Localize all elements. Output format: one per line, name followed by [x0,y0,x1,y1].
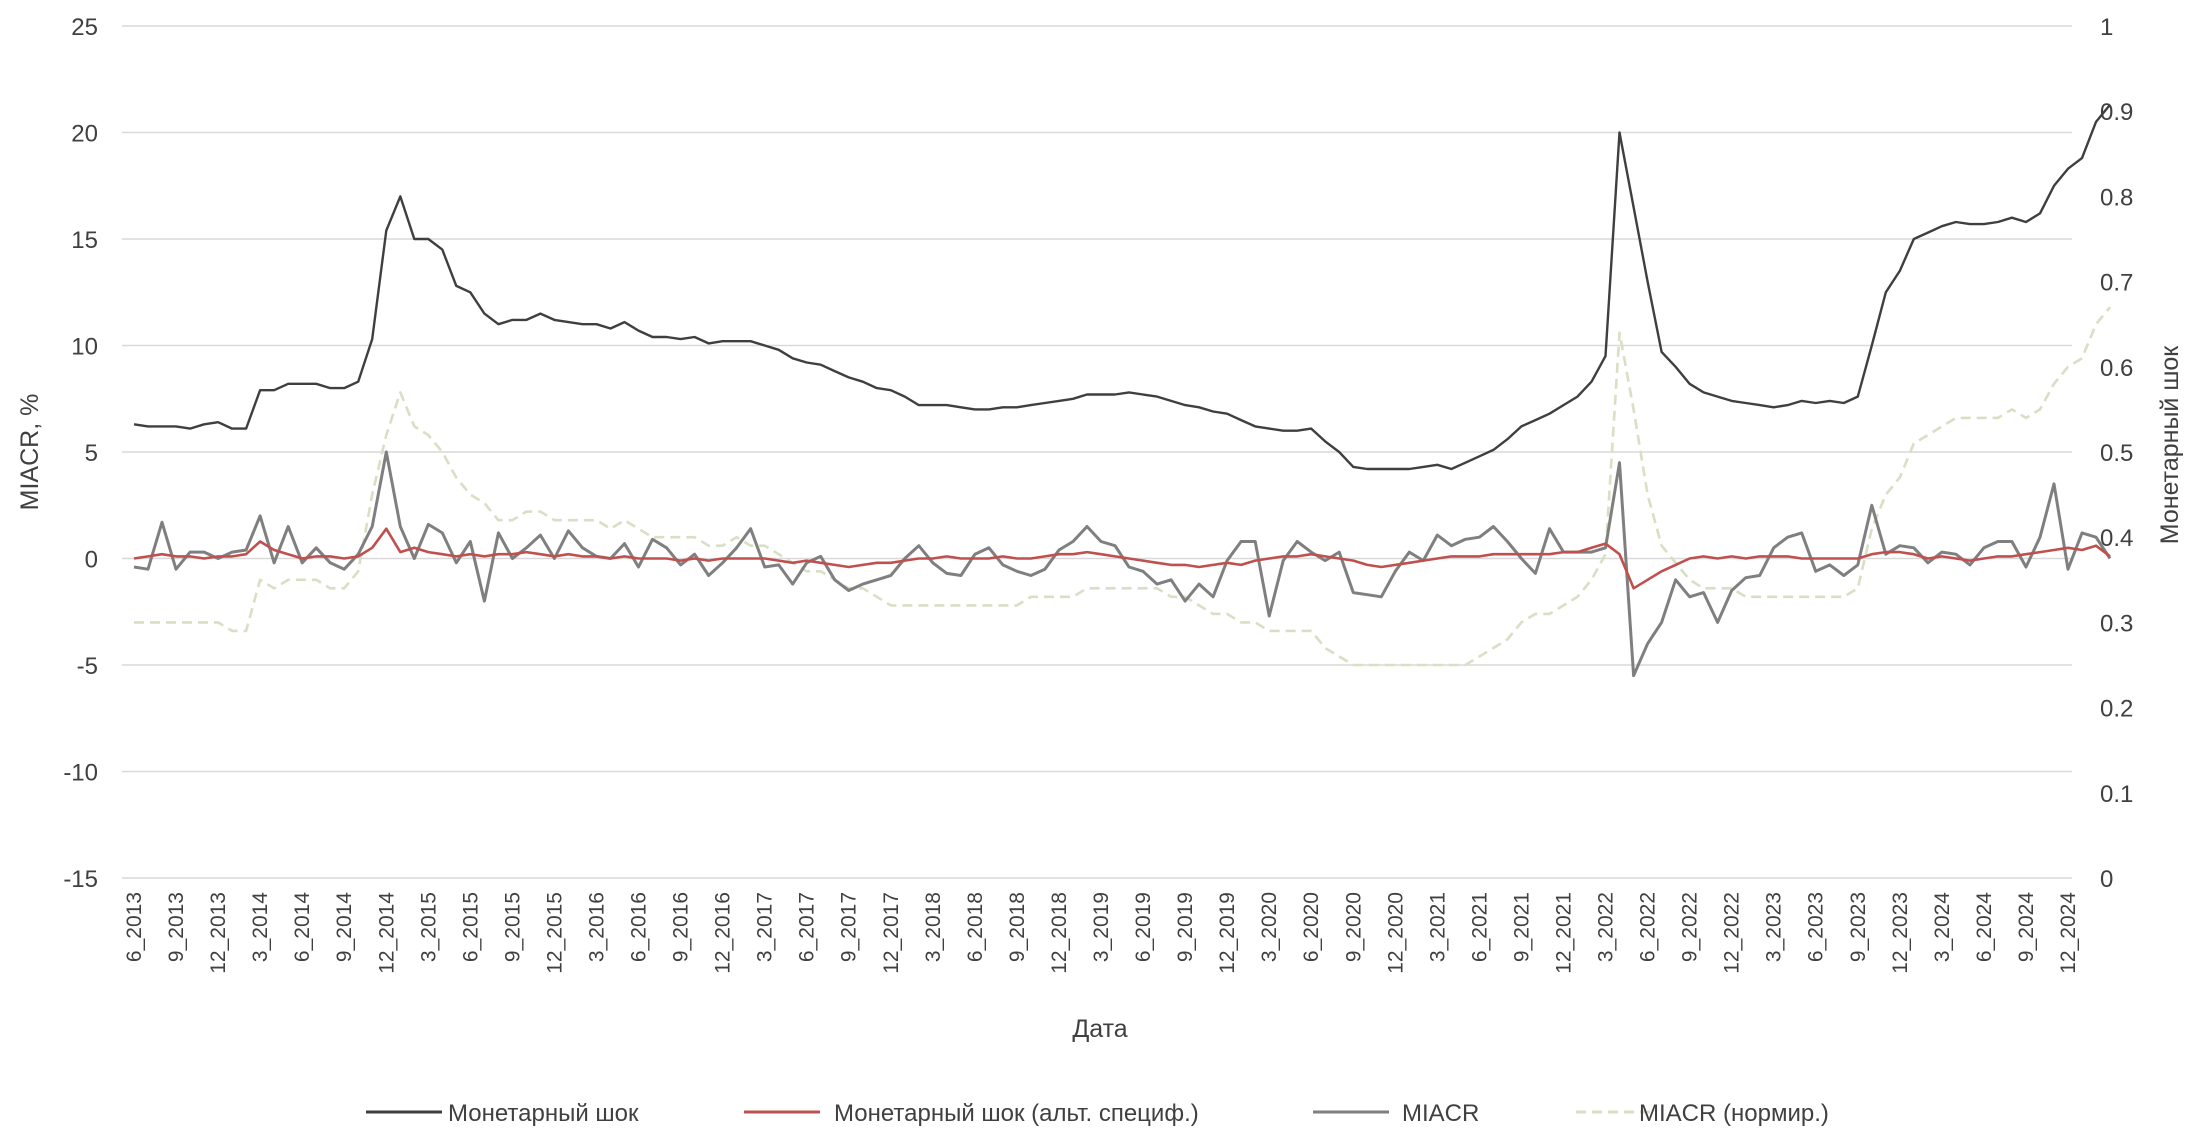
x-tick-label: 12_2023 [1889,892,1912,974]
x-tick-label: 9_2018 [1006,892,1029,962]
x-tick-label: 6_2024 [1973,892,1996,962]
x-tick-label: 6_2017 [796,892,819,962]
x-tick-label: 3_2020 [1258,892,1281,962]
x-tick-label: 3_2021 [1426,892,1449,962]
y-tick-label: -15 [63,866,98,893]
x-tick-label: 12_2024 [2057,892,2080,974]
x-tick-label: 9_2014 [333,892,356,962]
y2-tick-label: 0.2 [2100,696,2133,723]
series-line [133,450,2112,678]
y2-axis-title: Монетарный шок [2156,345,2184,545]
x-tick-label: 9_2019 [1174,892,1197,962]
x-tick-label: 9_2024 [2015,892,2038,962]
y2-tick-label: 0.3 [2100,610,2133,637]
y-tick-label: -10 [63,760,98,787]
x-tick-label: 9_2016 [670,892,693,962]
legend-label: Монетарный шок [448,1100,639,1127]
x-tick-label: 6_2014 [291,892,314,962]
y-tick-label: 10 [71,334,98,361]
x-tick-label: 9_2022 [1679,892,1702,962]
x-tick-label: 12_2020 [1384,892,1407,974]
series-line [133,104,2111,471]
x-tick-label: 3_2024 [1931,892,1954,962]
series-line [133,527,2111,590]
x-tick-label: 12_2016 [712,892,735,974]
x-tick-label: 6_2022 [1637,892,1660,962]
legend-label: Монетарный шок (альт. специф.) [834,1100,1199,1127]
x-tick-label: 6_2013 [123,892,146,962]
right-axis-ticks: 1 0.9 0.8 0.7 0.6 0.5 0.4 0.3 0.2 0.1 0 [2100,14,2133,893]
x-tick-label: 6_2021 [1468,892,1491,962]
series-lines [133,104,2112,678]
y-tick-label: 0 [85,547,98,574]
x-tick-label: 3_2015 [417,892,440,962]
series-line [134,306,2112,667]
y2-tick-label: 0.7 [2100,270,2133,297]
x-tick-label: 12_2022 [1721,892,1744,974]
x-tick-label: 12_2019 [1216,892,1239,974]
x-tick-label: 3_2016 [585,892,608,962]
x-tick-label: 3_2022 [1595,892,1618,962]
y2-tick-label: 0.9 [2100,99,2133,126]
legend-label: MIACR [1402,1100,1479,1127]
x-tick-label: 9_2023 [1847,892,1870,962]
x-axis-ticks: 6_2013 9_2013 12_2013 3_2014 6_2014 9_2014 12_… [123,892,2080,974]
y2-tick-label: 0.4 [2100,525,2133,552]
y-tick-label: 25 [71,14,98,41]
x-tick-label: 12_2013 [207,892,230,974]
gridlines [122,25,2072,879]
y2-tick-label: 0.1 [2100,781,2133,808]
y-tick-label: 15 [71,227,98,254]
x-tick-label: 6_2023 [1805,892,1828,962]
x-tick-label: 6_2015 [459,892,482,962]
y-axis-title: MIACR, % [16,394,44,511]
x-tick-label: 12_2018 [1048,892,1071,974]
left-axis-ticks: 25 20 15 10 5 0 -5 -10 -15 [63,14,98,893]
x-tick-label: 6_2018 [964,892,987,962]
x-tick-label: 9_2013 [165,892,188,962]
x-tick-label: 9_2020 [1342,892,1365,962]
x-tick-label: 3_2019 [1090,892,1113,962]
y-tick-label: 20 [71,121,98,148]
x-tick-label: 3_2018 [922,892,945,962]
x-tick-label: 9_2017 [838,892,861,962]
x-tick-label: 12_2015 [543,892,566,974]
x-tick-label: 12_2017 [880,892,903,974]
x-tick-label: 12_2021 [1552,892,1575,974]
legend-label: MIACR (нормир.) [1639,1100,1829,1127]
x-tick-label: 9_2021 [1510,892,1533,962]
legend: Монетарный шок Монетарный шок (альт. спец… [366,1100,1829,1127]
y2-tick-label: 0 [2100,866,2113,893]
x-tick-label: 3_2017 [754,892,777,962]
x-tick-label: 9_2015 [501,892,524,962]
y2-tick-label: 0.6 [2100,355,2133,382]
y-tick-label: -5 [77,653,98,680]
x-tick-label: 3_2023 [1763,892,1786,962]
x-axis-title: Дата [1072,1015,1127,1043]
y2-tick-label: 0.8 [2100,184,2133,211]
x-tick-label: 6_2019 [1132,892,1155,962]
y2-tick-label: 1 [2100,14,2113,41]
x-tick-label: 6_2020 [1300,892,1323,962]
y-tick-label: 5 [85,440,98,467]
y2-tick-label: 0.5 [2100,440,2133,467]
x-tick-label: 3_2014 [249,892,272,962]
x-tick-label: 12_2014 [375,892,398,974]
x-tick-label: 6_2016 [628,892,651,962]
